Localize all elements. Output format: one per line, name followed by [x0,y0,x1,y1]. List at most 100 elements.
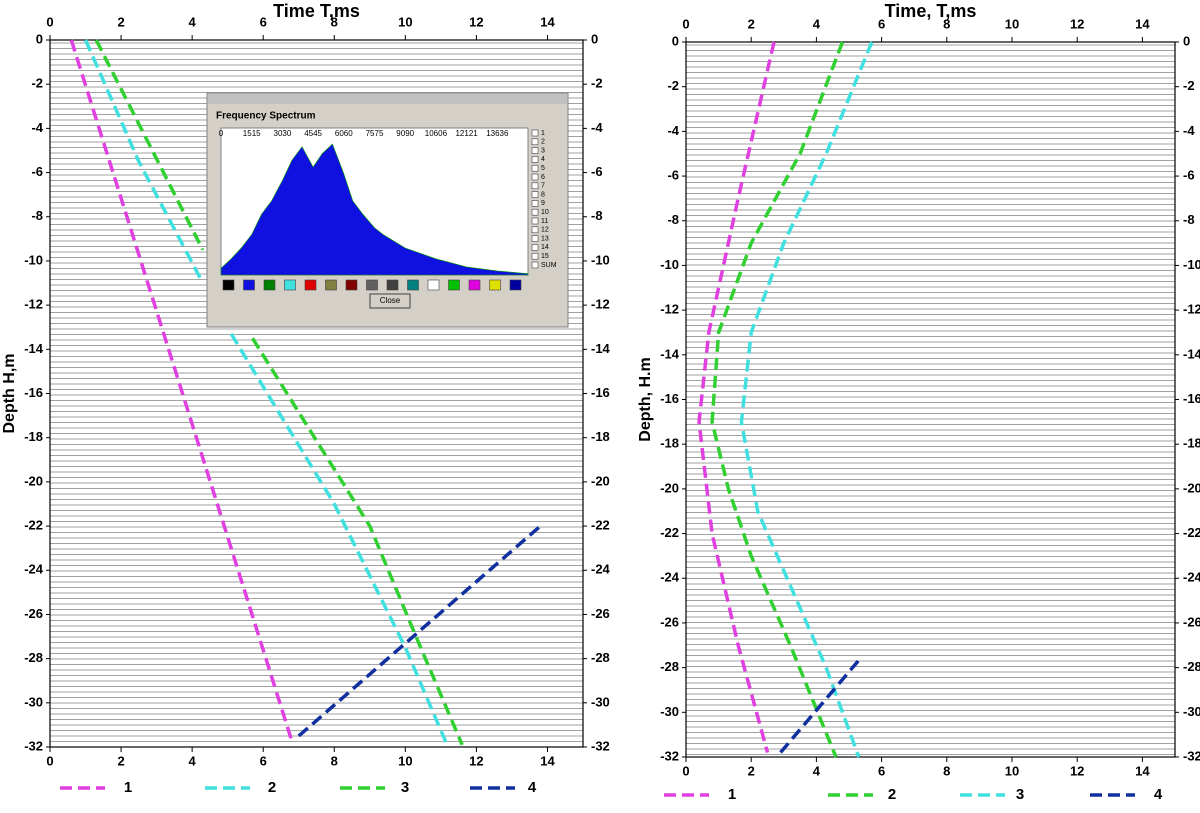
y-tick-label: -8 [667,212,679,227]
x-tick-label: 12 [469,753,483,768]
checkbox [531,252,539,260]
event-line [739,41,874,758]
y-tick-label: -6 [1183,168,1195,183]
color-swatch [427,279,440,291]
x-tick-label: 10 [398,14,412,29]
y-tick-label: -12 [591,297,610,312]
y-tick-label: -32 [660,748,679,763]
spectrum-tick-label: 10606 [425,129,448,138]
color-swatch [468,279,481,291]
checkbox [531,191,539,198]
spectrum-tick-label: 7575 [366,129,384,138]
x-tick-label: 10 [1005,16,1019,31]
color-swatch [325,279,337,291]
close-label: Close [380,296,401,305]
y-tick-label: -22 [24,518,43,533]
checkbox-label: 14 [541,244,549,251]
checkbox-label: 6 [541,174,545,181]
x-tick-label: 0 [46,753,53,768]
checkbox [531,147,539,154]
y-tick-label: -30 [660,704,679,719]
y-tick-label: -10 [24,252,43,267]
color-swatch [509,279,522,291]
y-tick-label: -6 [667,168,679,183]
spectrum-tick-label: 3030 [274,129,292,138]
y-tick-label: -28 [660,659,679,674]
x-tick-label: 2 [117,753,124,768]
y-tick-label: -20 [591,473,610,488]
y-tick-label: -20 [24,473,43,488]
checkbox-label: 11 [541,218,548,225]
y-tick-label: -2 [1183,78,1195,93]
checkbox [531,129,539,137]
y-tick-label: -18 [660,436,679,451]
y-tick-label: -32 [1183,748,1200,763]
checkbox-label: 9 [541,200,545,207]
checkbox [531,244,539,251]
y-tick-label: -4 [667,123,679,138]
event-line [697,41,776,753]
checkbox [531,182,539,190]
x-tick-label: 6 [260,753,267,768]
checkbox-label: 10 [541,209,549,216]
x-tick-label: 14 [540,753,555,768]
color-swatch [284,279,296,291]
y-tick-label: -14 [660,346,680,361]
color-swatch [366,279,378,291]
y-tick-label: -16 [1183,391,1200,406]
color-swatch [243,279,255,291]
x-tick-label: 14 [540,14,555,29]
y-tick-label: -6 [591,164,603,179]
x-tick-label: 14 [1135,16,1150,31]
y-tick-label: -16 [24,385,43,400]
color-swatch [222,279,235,291]
x-tick-label: 6 [878,763,885,778]
y-tick-label: -6 [31,164,43,179]
y-tick-label: -30 [1183,704,1200,719]
y-tick-label: 0 [591,31,598,46]
window-title: Frequency Spectrum [216,111,316,122]
event-line [779,655,864,754]
legend-label: 1 [124,779,132,796]
legend-label: 4 [1154,786,1163,803]
y-tick-label: -20 [660,480,679,495]
x-tick-label: 4 [813,16,821,31]
y-tick-label: -18 [591,429,610,444]
y-tick-label: -8 [31,208,43,223]
color-swatch [304,279,317,291]
x-tick-label: 0 [46,14,53,29]
checkbox-label: 8 [541,191,545,198]
x-tick-label: 14 [1135,763,1150,778]
y-axis-title: Depth H,m [1,354,18,434]
y-tick-label: -26 [24,606,43,621]
x-axis-title: Time, T,ms [885,1,977,21]
color-swatch [263,279,276,291]
x-tick-label: 0 [682,763,689,778]
y-tick-label: -24 [660,570,680,585]
spectrum-tick-label: 12121 [455,129,478,138]
checkbox-label: SUM [541,262,557,269]
color-swatch [489,279,501,291]
color-swatch [345,279,358,291]
y-tick-label: -12 [1183,302,1200,317]
y-tick-label: -4 [591,120,603,135]
checkbox [531,226,539,234]
y-tick-label: -2 [667,78,679,93]
legend-label: 3 [1016,786,1024,803]
event-line [297,524,542,738]
checkbox-label: 3 [541,147,545,154]
x-tick-label: 8 [943,763,950,778]
x-tick-label: 6 [878,16,885,31]
color-swatch [448,279,460,291]
close-button[interactable] [369,293,411,309]
y-tick-label: -2 [31,76,43,91]
x-tick-label: 4 [189,14,197,29]
y-tick-label: -8 [1183,212,1195,227]
legend-label: 2 [268,779,276,796]
checkbox [531,261,539,269]
checkbox-label: 13 [541,235,549,242]
x-tick-label: 4 [189,753,197,768]
y-tick-label: 0 [672,33,679,48]
